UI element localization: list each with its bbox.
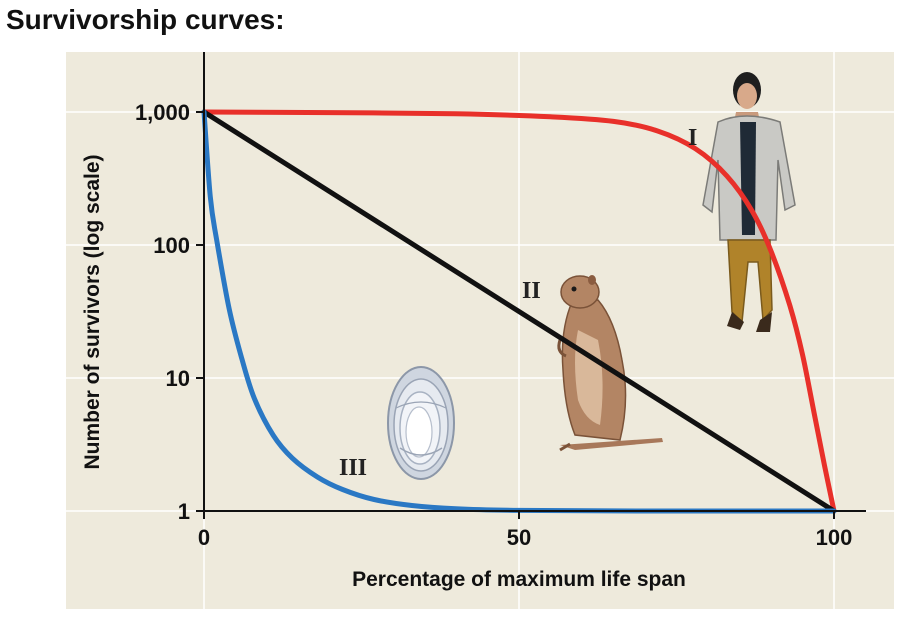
y-tick-label-2: 10 bbox=[166, 366, 190, 391]
chart-title: Survivorship curves: bbox=[6, 4, 285, 35]
y-tick-label-3: 1 bbox=[178, 499, 190, 524]
y-tick-label-1: 100 bbox=[153, 233, 190, 258]
x-tick-label-2: 100 bbox=[816, 525, 853, 550]
x-tick-label-1: 50 bbox=[507, 525, 531, 550]
x-tick-label-0: 0 bbox=[198, 525, 210, 550]
series-label-i: I bbox=[688, 125, 697, 151]
axis-ticks: 1,000 100 10 10 50 100 bbox=[135, 100, 852, 550]
series-labels: I II III bbox=[339, 125, 697, 481]
x-axis-label: Percentage of maximum life span bbox=[352, 568, 686, 591]
y-tick-label-0: 1,000 bbox=[135, 100, 190, 125]
series-label-iii: III bbox=[339, 455, 367, 481]
series-line-1 bbox=[201, 109, 837, 514]
series-label-ii: II bbox=[522, 278, 541, 304]
y-axis-label: Number of survivors (log scale) bbox=[81, 154, 104, 469]
series-line-2 bbox=[201, 109, 837, 514]
oyster-icon bbox=[387, 366, 455, 480]
